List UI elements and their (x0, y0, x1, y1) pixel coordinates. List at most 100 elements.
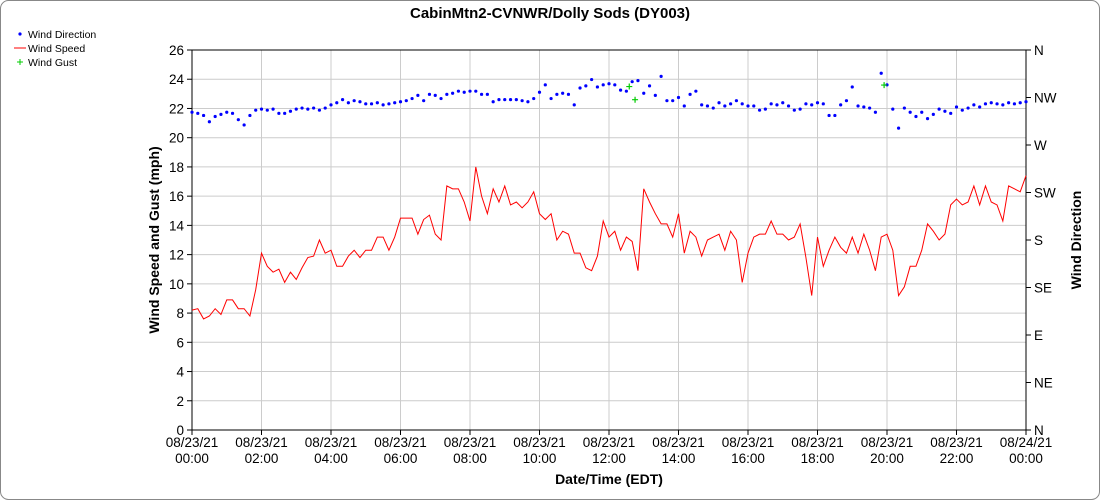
direction-dot (340, 98, 345, 102)
y2-tick-label: SE (1034, 281, 1052, 296)
gust-marker (632, 96, 639, 103)
direction-dot (364, 102, 368, 106)
direction-dot (323, 106, 327, 110)
direction-dot (283, 111, 287, 115)
x-tick-label: 08/23/21 20:00 (861, 435, 914, 466)
x-tick-label: 08/23/21 04:00 (305, 435, 358, 466)
y2-tick-label: N (1034, 43, 1044, 58)
direction-dot (526, 100, 530, 104)
direction-dot (358, 100, 362, 104)
direction-dot (613, 83, 617, 87)
direction-dot (804, 102, 808, 106)
direction-dot (746, 104, 750, 108)
direction-dot (1024, 100, 1028, 104)
direction-dot (398, 100, 403, 104)
direction-dot (642, 91, 646, 95)
legend-item: Wind Direction (18, 29, 96, 41)
direction-dot (474, 89, 478, 93)
direction-dot (549, 96, 553, 101)
y2-tick-label: S (1034, 233, 1043, 248)
direction-dot (781, 101, 785, 105)
direction-dot (671, 99, 675, 103)
direction-dot (196, 111, 200, 115)
direction-dot (833, 113, 837, 118)
direction-dot (896, 126, 901, 130)
y-tick-label: 22 (169, 101, 184, 116)
x-tick-label: 08/23/21 16:00 (722, 435, 775, 466)
direction-dot (300, 106, 304, 110)
y-axis-title: Wind Speed and Gust (mph) (146, 146, 162, 333)
y-tick-label: 6 (176, 335, 184, 350)
direction-dot (757, 108, 762, 112)
direction-dot (891, 107, 895, 111)
direction-dot (705, 104, 710, 108)
direction-dot (555, 92, 559, 96)
direction-dot (584, 84, 588, 88)
direction-dot (572, 103, 576, 107)
direction-dot (827, 113, 831, 118)
direction-dot (335, 101, 339, 105)
direction-dot (543, 83, 547, 87)
direction-dot (219, 112, 223, 116)
direction-dot (393, 101, 397, 105)
legend-label: Wind Gust (28, 57, 77, 69)
direction-dot (404, 99, 408, 103)
x-tick-label: 08/23/21 12:00 (583, 435, 636, 466)
direction-dot (700, 103, 704, 107)
direction-dot (427, 92, 432, 96)
direction-dot (682, 104, 686, 108)
direction-dot (561, 91, 565, 95)
y-tick-label: 0 (176, 423, 184, 438)
direction-dot (456, 89, 461, 93)
direction-dot (566, 92, 571, 96)
x-tick-label: 08/23/21 02:00 (235, 435, 288, 466)
y2-tick-label: NE (1034, 376, 1053, 391)
legend-item: Wind Gust (17, 57, 77, 69)
x-tick-label: 08/23/21 14:00 (652, 435, 705, 466)
x-tick-label: 08/23/21 22:00 (930, 435, 983, 466)
direction-dot (792, 108, 796, 112)
direction-dot (908, 110, 912, 114)
legend-item: Wind Speed (14, 43, 85, 55)
direction-dot (966, 106, 970, 110)
direction-dot (346, 101, 350, 105)
direction-dot (352, 99, 356, 103)
direction-dot (821, 102, 825, 106)
direction-dot (485, 92, 489, 96)
direction-dot (769, 102, 773, 106)
direction-dot (532, 96, 536, 101)
direction-dot (201, 113, 206, 118)
direction-dot (810, 103, 814, 107)
direction-dot (630, 80, 634, 84)
y2-axis-title: Wind Direction (1068, 191, 1084, 290)
direction-dot (844, 99, 849, 103)
direction-dot (850, 85, 854, 89)
direction-dot (937, 107, 941, 111)
direction-dot (248, 113, 252, 118)
y2-tick-label: E (1034, 328, 1043, 343)
direction-dot (468, 89, 472, 93)
direction-dot (659, 74, 663, 78)
direction-dot (312, 106, 316, 110)
direction-dot (717, 101, 721, 105)
direction-dot (277, 111, 281, 115)
x-axis-title: Date/Time (EDT) (555, 471, 663, 487)
direction-dot (503, 98, 507, 102)
direction-dot (734, 99, 739, 103)
direction-dot (798, 107, 802, 111)
y-tick-label: 4 (176, 365, 184, 380)
direction-dot (862, 105, 866, 109)
direction-dot (317, 108, 322, 112)
direction-dot (225, 110, 229, 114)
direction-dot (254, 108, 258, 112)
direction-dot (375, 101, 379, 105)
y2-tick-label: NW (1034, 91, 1057, 106)
direction-dot (723, 104, 727, 108)
plot-border (191, 49, 1027, 431)
direction-dot (978, 105, 982, 109)
direction-dot (653, 93, 657, 97)
y-tick-label: 24 (169, 72, 185, 87)
direction-dot (479, 92, 484, 96)
x-tick-label: 08/24/21 00:00 (1000, 435, 1053, 466)
legend-label: Wind Speed (28, 43, 85, 55)
